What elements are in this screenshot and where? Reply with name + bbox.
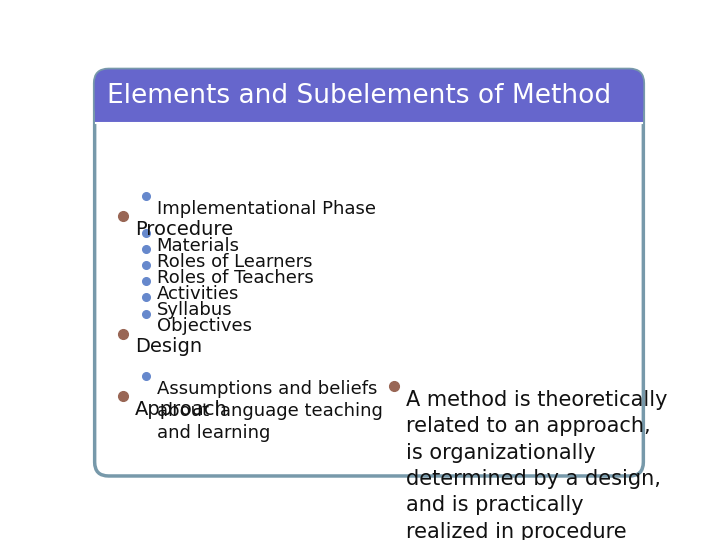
Text: Materials: Materials	[157, 237, 240, 254]
Text: Activities: Activities	[157, 285, 239, 303]
Text: Design: Design	[135, 338, 202, 356]
Text: Assumptions and beliefs
about language teaching
and learning: Assumptions and beliefs about language t…	[157, 380, 382, 442]
Text: A method is theoretically
related to an approach,
is organizationally
determined: A method is theoretically related to an …	[406, 390, 667, 540]
Text: Roles of Teachers: Roles of Teachers	[157, 269, 313, 287]
FancyBboxPatch shape	[94, 70, 644, 476]
FancyBboxPatch shape	[94, 70, 644, 122]
Text: Syllabus: Syllabus	[157, 301, 233, 319]
Text: Roles of Learners: Roles of Learners	[157, 253, 312, 271]
Text: Objectives: Objectives	[157, 318, 252, 335]
Text: Implementational Phase: Implementational Phase	[157, 200, 376, 218]
Text: Elements and Subelements of Method: Elements and Subelements of Method	[107, 83, 611, 109]
Bar	[94, 106, 644, 122]
Text: Procedure: Procedure	[135, 220, 233, 239]
Text: Approach: Approach	[135, 400, 228, 419]
